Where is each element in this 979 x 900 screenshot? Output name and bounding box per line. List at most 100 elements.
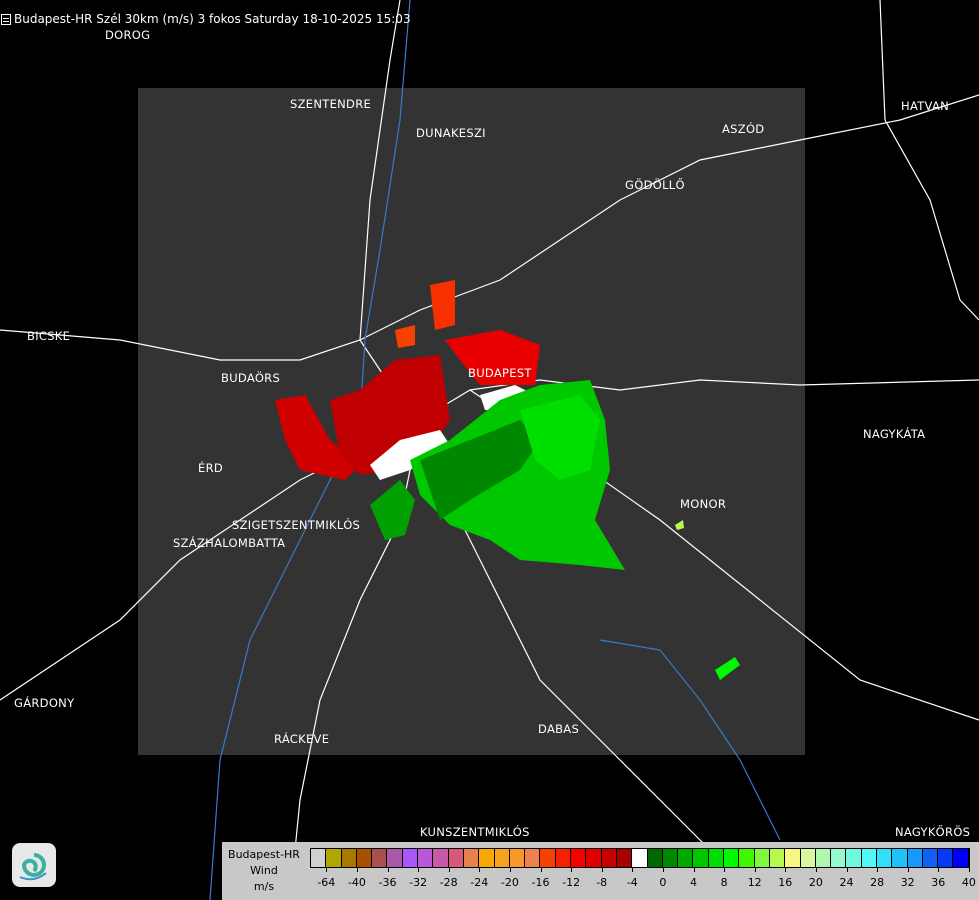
legend-tick: [448, 867, 450, 872]
legend-swatch: [769, 849, 786, 867]
legend-swatch: [632, 849, 648, 867]
legend-tick: [785, 867, 787, 872]
legend-tick-label: -28: [439, 876, 458, 889]
legend-tick-label: 0: [659, 876, 667, 889]
legend-swatch: [448, 849, 464, 867]
legend-swatch: [892, 849, 908, 867]
legend-swatch: [785, 849, 801, 867]
legend-swatch: [433, 849, 449, 867]
legend-swatch: [616, 849, 633, 867]
city-label: KUNSZENTMIKLÓS: [420, 825, 530, 839]
legend-tick: [938, 867, 940, 872]
legend-swatch: [525, 849, 541, 867]
legend-unit: m/s: [253, 880, 275, 893]
legend-tick-label: -4: [626, 876, 638, 889]
legend-swatch: [479, 849, 495, 867]
legend-swatch: [846, 849, 862, 867]
legend-tick-label: 8: [720, 876, 728, 889]
legend-swatch: [922, 849, 939, 867]
legend-tick: [968, 867, 970, 872]
city-label: DUNAKESZI: [416, 126, 486, 140]
legend-tick-label: 28: [870, 876, 885, 889]
legend-swatch: [509, 849, 526, 867]
legend-tick: [571, 867, 573, 872]
city-label: DABAS: [538, 722, 580, 736]
legend-swatch: [387, 849, 403, 867]
city-label: SZÁZHALOMBATTA: [173, 536, 286, 550]
legend-tick: [662, 867, 664, 872]
city-label: SZENTENDRE: [290, 97, 372, 111]
legend-tick: [754, 867, 756, 872]
legend-tick-label: 36: [931, 876, 946, 889]
swirl-logo-icon: [12, 843, 56, 887]
legend-tick: [326, 867, 328, 872]
legend-swatch: [647, 849, 663, 867]
legend-swatch: [693, 849, 709, 867]
legend-tick-label: 40: [961, 876, 976, 889]
legend-tick-label: -8: [596, 876, 608, 889]
city-label: NAGYKÁTA: [863, 427, 926, 441]
legend-swatch: [418, 849, 434, 867]
city-label: HATVAN: [901, 99, 950, 113]
legend-tick-label: -12: [562, 876, 581, 889]
legend-swatch: [402, 849, 419, 867]
legend-tick: [418, 867, 420, 872]
legend-swatch: [540, 849, 556, 867]
legend-tick: [877, 867, 879, 872]
legend-swatches: [310, 848, 970, 868]
legend-tick-label: 4: [690, 876, 697, 889]
legend-tick: [693, 867, 695, 872]
legend-tick-label: -32: [409, 876, 428, 889]
legend-swatch: [372, 849, 388, 867]
legend-swatch: [601, 849, 617, 867]
legend-swatch: [494, 849, 510, 867]
legend-swatch: [463, 849, 480, 867]
legend-swatch: [815, 849, 832, 867]
legend-tick: [815, 867, 817, 872]
city-label: ÉRD: [198, 461, 224, 475]
legend-tick-label: -20: [500, 876, 519, 889]
radar-echoes: [275, 280, 740, 680]
city-label: GÁRDONY: [14, 696, 75, 710]
legend-swatch: [678, 849, 694, 867]
legend-tick: [509, 867, 511, 872]
legend-swatch: [831, 849, 847, 867]
legend-tick-label: 24: [839, 876, 854, 889]
city-label: NAGYKŐRÖS: [895, 825, 971, 839]
legend-tick: [907, 867, 909, 872]
legend-tick: [356, 867, 358, 872]
city-label: SZIGETSZENTMIKLÓS: [232, 518, 361, 532]
legend-swatch: [876, 849, 893, 867]
legend-swatch: [662, 849, 679, 867]
legend-swatch: [311, 849, 327, 867]
legend-swatch: [754, 849, 770, 867]
legend-swatch: [586, 849, 602, 867]
legend-swatch: [907, 849, 923, 867]
legend-swatch: [356, 849, 373, 867]
legend-tick: [724, 867, 726, 872]
legend-swatch: [861, 849, 877, 867]
legend-swatch: [341, 849, 357, 867]
city-label: BUDAÖRS: [221, 371, 281, 385]
legend-tick: [479, 867, 481, 872]
legend-quantity: Wind: [250, 864, 278, 877]
legend-tick-label: 16: [778, 876, 793, 889]
legend-swatch: [800, 849, 816, 867]
legend-tick-label: -40: [347, 876, 366, 889]
legend-swatch: [571, 849, 587, 867]
legend-swatch: [555, 849, 572, 867]
legend-swatch: [953, 849, 969, 867]
legend-tick: [540, 867, 542, 872]
radar-coverage-area: [138, 88, 805, 755]
legend-swatch: [739, 849, 755, 867]
city-label: DOROG: [105, 28, 151, 42]
legend-tick-label: 20: [808, 876, 823, 889]
city-label: GÖDÖLLŐ: [625, 178, 685, 192]
city-label: BUDAPEST: [468, 366, 532, 380]
legend-tick-label: 32: [900, 876, 915, 889]
legend-station: Budapest-HR: [228, 848, 300, 861]
legend-swatch: [326, 849, 342, 867]
legend-tick-label: 12: [747, 876, 762, 889]
legend-swatch: [938, 849, 954, 867]
